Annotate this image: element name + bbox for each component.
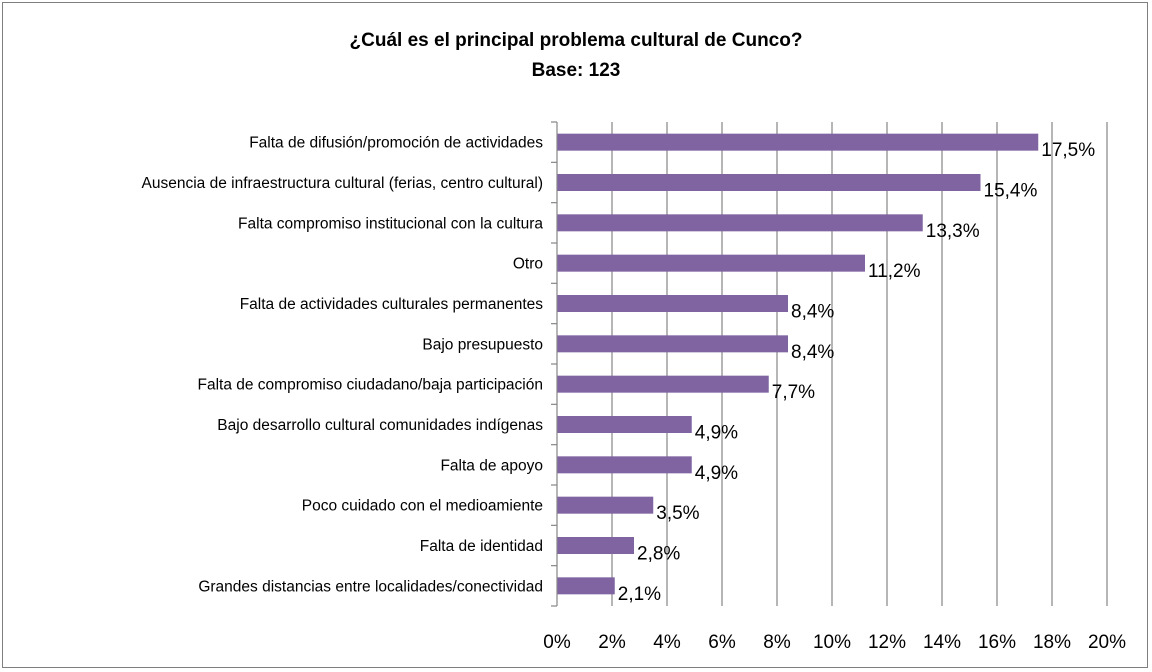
bar: [557, 496, 654, 514]
category-label: Poco cuidado con el medioamiente: [302, 498, 543, 515]
data-label: 13,3%: [926, 221, 980, 242]
bars: [557, 133, 1039, 595]
category-label: Falta de identidad: [420, 538, 543, 555]
x-tick-label: 0%: [543, 632, 571, 653]
x-tick-label: 4%: [653, 632, 681, 653]
bar: [557, 174, 981, 191]
x-tick-label: 20%: [1088, 632, 1126, 653]
gridlines: [611, 122, 1108, 606]
category-label: Falta de apoyo: [440, 457, 543, 474]
bar: [557, 375, 769, 393]
data-label: 8,4%: [791, 342, 834, 363]
x-tick-label: 12%: [868, 632, 906, 653]
x-tick-label: 14%: [923, 632, 961, 653]
x-tick-label: 2%: [598, 632, 626, 653]
bar: [557, 416, 692, 433]
bar: [557, 295, 788, 312]
category-label: Falta de compromiso ciudadano/baja parti…: [197, 377, 543, 394]
category-label: Bajo presupuesto: [422, 336, 543, 353]
data-label: 3,5%: [656, 503, 699, 524]
bar: [557, 335, 788, 353]
data-labels: 17,5%15,4%13,3%11,2% 8,4% 8,4% 7,7% 4,9% 4,9%…: [618, 140, 1095, 605]
category-label: Ausencia de infraestructura cultural (fe…: [142, 175, 543, 192]
category-label: Grandes distancias entre localidades/con…: [198, 578, 543, 595]
data-label: 4,9%: [695, 423, 738, 444]
bar: [557, 133, 1039, 151]
data-label: 4,9%: [695, 463, 738, 484]
category-label: Falta compromiso institucional con la cu…: [238, 215, 543, 232]
chart-title: ¿Cuál es el principal problema cultural …: [349, 30, 803, 51]
data-label: 11,2%: [868, 261, 921, 282]
x-tick-label: 18%: [1033, 632, 1071, 653]
x-tick-labels: 0% 2% 4% 6% 8% 10% 12% 14% 16% 18% 20%: [543, 632, 1126, 653]
bar: [557, 537, 634, 554]
x-tick-label: 10%: [813, 632, 851, 653]
category-label: Otro: [513, 256, 543, 273]
bar: [557, 254, 865, 272]
bar: [557, 214, 923, 232]
chart-subtitle: Base: 123: [531, 60, 621, 81]
y-axis: [551, 121, 558, 607]
data-label: 2,1%: [618, 584, 661, 605]
category-label: Bajo desarrollo cultural comunidades ind…: [217, 417, 543, 434]
data-label: 17,5%: [1041, 140, 1095, 161]
data-label: 2,8%: [637, 544, 680, 565]
category-labels: Falta de difusión/promoción de actividad…: [142, 135, 544, 596]
x-tick-label: 16%: [978, 632, 1016, 653]
x-tick-label: 8%: [763, 632, 791, 653]
x-tick-label: 6%: [708, 632, 736, 653]
bar: [557, 577, 615, 595]
data-label: 15,4%: [984, 181, 1038, 202]
category-label: Falta de difusión/promoción de actividad…: [249, 135, 543, 152]
bar: [557, 456, 692, 474]
data-label: 8,4%: [791, 302, 834, 323]
category-label: Falta de actividades culturales permanen…: [240, 296, 544, 313]
data-label: 7,7%: [772, 382, 815, 403]
